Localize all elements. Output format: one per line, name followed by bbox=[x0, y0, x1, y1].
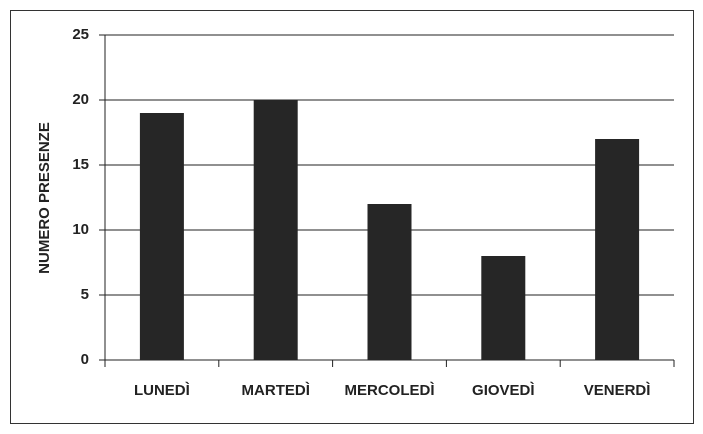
x-tick-label: LUNEDÌ bbox=[134, 382, 190, 399]
bar bbox=[253, 100, 298, 360]
x-tick-label: MARTEDÌ bbox=[242, 382, 310, 399]
bar bbox=[139, 113, 184, 360]
x-tick-label: GIOVEDÌ bbox=[472, 382, 535, 399]
y-tick-label: 10 bbox=[72, 221, 89, 238]
y-tick-label: 5 bbox=[81, 286, 89, 303]
x-tick-label: MERCOLEDÌ bbox=[345, 382, 435, 399]
chart-border bbox=[10, 10, 694, 424]
bar bbox=[367, 204, 412, 360]
y-tick-label: 20 bbox=[72, 91, 89, 108]
bar bbox=[595, 139, 640, 360]
y-tick-label: 0 bbox=[81, 351, 89, 368]
y-tick-label: 15 bbox=[72, 156, 89, 173]
y-tick-label: 25 bbox=[72, 26, 89, 43]
y-axis-label: NUMERO PRESENZE bbox=[36, 122, 53, 274]
bar bbox=[481, 256, 526, 360]
x-tick-label: VENERDÌ bbox=[584, 382, 651, 399]
